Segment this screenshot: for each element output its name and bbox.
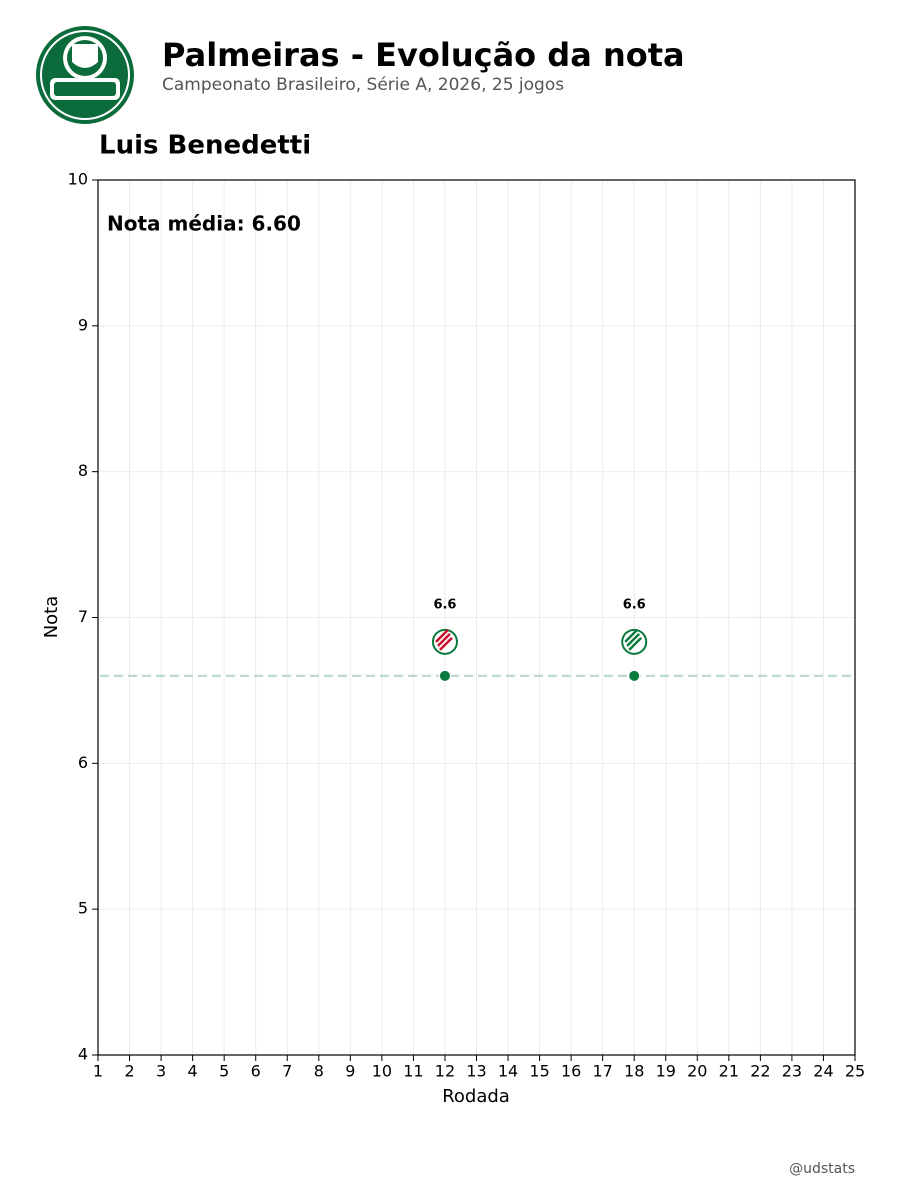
x-tick-label: 7: [282, 1062, 292, 1081]
chart-title: Palmeiras - Evolução da nota: [162, 36, 685, 74]
data-point: [628, 669, 641, 682]
footer: @udstats: [789, 1161, 855, 1177]
x-axis-label: Rodada: [442, 1086, 510, 1107]
x-tick-label: 10: [372, 1062, 392, 1081]
y-tick-label: 7: [78, 607, 88, 626]
data-label: 6.6: [433, 597, 456, 612]
x-tick-label: 11: [403, 1062, 423, 1081]
x-tick-label: 19: [656, 1062, 676, 1081]
x-tick-label: 5: [219, 1062, 229, 1081]
x-tick-label: 17: [592, 1062, 612, 1081]
y-tick-label: 6: [78, 753, 88, 772]
x-tick-label: 13: [466, 1062, 486, 1081]
x-tick-label: 14: [498, 1062, 518, 1081]
team-logo: [36, 26, 134, 124]
x-tick-label: 15: [529, 1062, 549, 1081]
x-tick-label: 24: [813, 1062, 833, 1081]
x-tick-label: 2: [124, 1062, 134, 1081]
x-tick-label: 9: [345, 1062, 355, 1081]
x-tick-label: 8: [314, 1062, 324, 1081]
chart-subtitle: Campeonato Brasileiro, Série A, 2026, 25…: [162, 75, 564, 95]
player-name: Luis Benedetti: [99, 131, 311, 161]
x-tick-label: 3: [156, 1062, 166, 1081]
x-tick-label: 25: [845, 1062, 865, 1081]
y-tick-label: 8: [78, 461, 88, 480]
mean-annotation: Nota média: 6.60: [107, 212, 301, 236]
plot-frame: [97, 179, 856, 1056]
x-tick-label: 18: [624, 1062, 644, 1081]
x-tick-label: 1: [93, 1062, 103, 1081]
data-label: 6.6: [623, 597, 646, 612]
y-tick-label: 5: [78, 899, 88, 918]
x-tick-label: 12: [435, 1062, 455, 1081]
x-tick-label: 16: [561, 1062, 581, 1081]
y-tick-label: 4: [78, 1045, 88, 1064]
x-tick-label: 23: [782, 1062, 802, 1081]
opponent-crest: [431, 628, 458, 655]
y-axis-label: Nota: [41, 596, 62, 639]
x-tick-label: 21: [719, 1062, 739, 1081]
x-tick-label: 20: [687, 1062, 707, 1081]
y-tick-label: 9: [78, 315, 88, 334]
x-tick-label: 22: [750, 1062, 770, 1081]
data-point: [438, 669, 451, 682]
opponent-crest: [621, 628, 648, 655]
x-tick-label: 6: [251, 1062, 261, 1081]
y-tick-label: 10: [68, 170, 88, 189]
x-tick-label: 4: [188, 1062, 198, 1081]
